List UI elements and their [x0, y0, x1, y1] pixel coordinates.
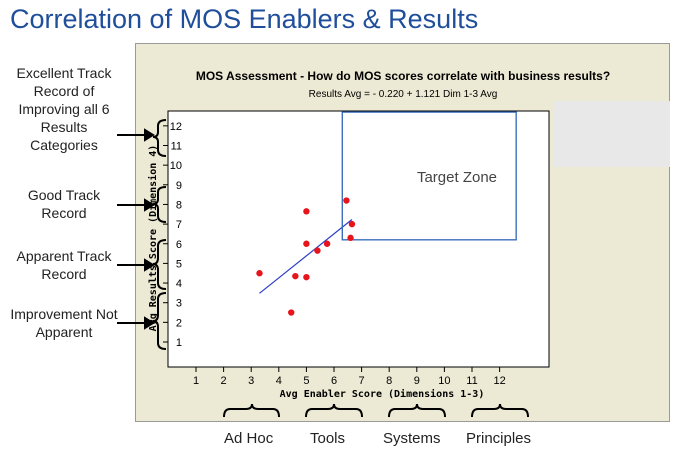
- x-tick-label: 8: [386, 375, 392, 387]
- x-axis-label: Avg Enabler Score (Dimensions 1-3): [280, 388, 485, 400]
- x-braces: [223, 403, 529, 418]
- arrow-apparent-head: [144, 258, 155, 272]
- label-tools: Tools: [310, 430, 346, 447]
- x-tick-label: 3: [248, 375, 254, 387]
- x-tick-label: 4: [276, 375, 282, 387]
- x-tick-label: 10: [438, 375, 450, 387]
- plot-area: [167, 110, 550, 368]
- xbrace-1: [223, 403, 280, 418]
- data-point: [348, 220, 356, 228]
- data-point: [323, 240, 331, 247]
- x-tick-label: 11: [466, 375, 477, 387]
- side-arrows: [117, 128, 155, 330]
- data-point: [314, 247, 321, 254]
- data-point: [303, 240, 310, 247]
- x-tick-label: 6: [331, 375, 337, 387]
- label-ad-hoc: Ad Hoc: [224, 430, 274, 447]
- target-zone-box: [341, 111, 517, 241]
- label-good: Good Track Record: [27, 187, 101, 221]
- fit-line-group: [259, 219, 353, 294]
- brace-3: [152, 239, 167, 290]
- arrow-good-head: [144, 198, 155, 212]
- arrow-excellent-head: [144, 128, 155, 142]
- x-tick-label: 5: [303, 375, 309, 387]
- label-apparent: Apparent Track Record: [16, 248, 112, 282]
- data-point: [343, 197, 350, 204]
- data-point: [347, 234, 354, 242]
- y-tick-label: 5: [176, 258, 182, 270]
- label-excellent: Excellent Track Record of Improving all …: [16, 65, 112, 153]
- y-tick-label: 8: [176, 199, 182, 211]
- data-point: [303, 273, 310, 281]
- xbrace-4: [471, 403, 529, 418]
- data-point: [288, 309, 295, 316]
- y-tick-label: 11: [171, 141, 182, 153]
- y-tick-label: 2: [176, 317, 182, 329]
- y-tick-label: 10: [170, 160, 182, 172]
- x-tick-label: 7: [359, 375, 365, 387]
- data-point: [303, 208, 310, 215]
- y-tick-label: 4: [176, 278, 182, 290]
- label-systems: Systems: [383, 430, 441, 447]
- brace-4: [152, 292, 167, 350]
- chart-title: MOS Assessment - How do MOS scores corre…: [196, 69, 610, 83]
- y-tick-label: 1: [176, 337, 182, 349]
- label-not-apparent: Improvement Not Apparent: [10, 306, 118, 340]
- y-axis-label: Avg Results Score (Dimension 4): [147, 145, 159, 332]
- gray-patch: [553, 101, 670, 167]
- data-point: [256, 270, 263, 277]
- x-tick-label: 12: [493, 375, 505, 387]
- arrow-not-apparent-head: [144, 316, 155, 330]
- fit-line: [259, 219, 353, 294]
- x-tick-label: 9: [414, 375, 420, 387]
- slide-title: Correlation of MOS Enablers & Results: [10, 4, 479, 34]
- xbrace-3: [388, 403, 446, 418]
- target-zone-label: Target Zone: [417, 169, 497, 186]
- target-zone-group: Target Zone: [341, 111, 517, 241]
- y-tick-label: 3: [176, 298, 182, 310]
- y-tick-label: 6: [176, 239, 182, 251]
- x-tick-label: 1: [193, 375, 199, 387]
- y-tick-label: 12: [170, 121, 182, 133]
- chart-subtitle: Results Avg = - 0.220 + 1.121 Dim 1-3 Av…: [309, 89, 498, 100]
- x-tick-label: 2: [221, 375, 227, 387]
- y-tick-label: 7: [176, 219, 182, 231]
- data-point: [292, 272, 299, 280]
- y-braces: [152, 119, 167, 350]
- xbrace-2: [305, 403, 363, 418]
- label-principles: Principles: [466, 430, 532, 447]
- brace-2: [152, 186, 167, 223]
- points-group: [256, 197, 356, 316]
- y-tick-label: 9: [176, 180, 182, 192]
- brace-1: [152, 119, 167, 157]
